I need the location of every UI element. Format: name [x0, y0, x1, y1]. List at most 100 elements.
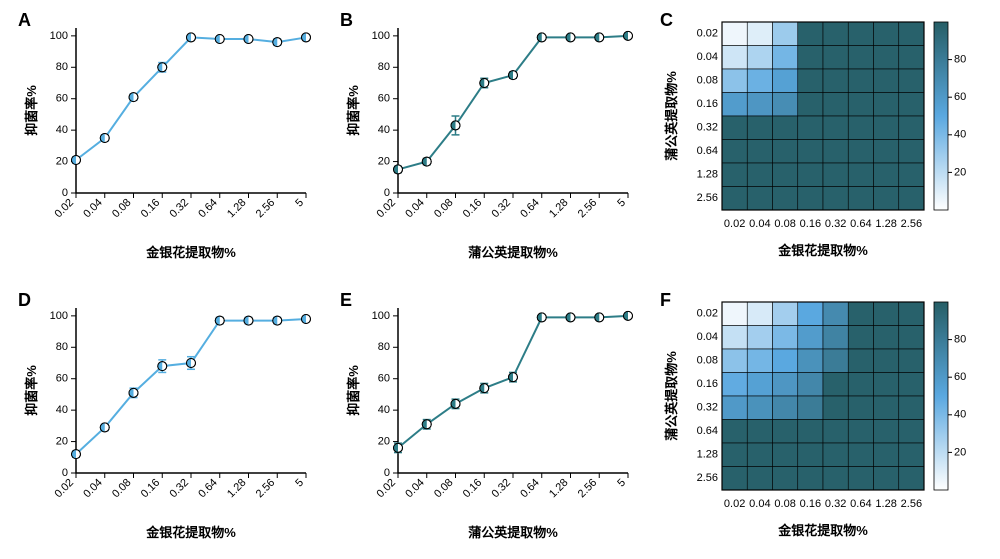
svg-text:2.56: 2.56	[901, 498, 922, 510]
panel-d-chart: 0204060801000.020.040.080.160.320.641.28…	[18, 290, 318, 545]
svg-text:金银花提取物%: 金银花提取物%	[145, 525, 236, 540]
svg-text:0.02: 0.02	[697, 308, 718, 320]
svg-text:0.08: 0.08	[110, 197, 134, 221]
svg-text:0.16: 0.16	[697, 378, 718, 390]
svg-text:0.16: 0.16	[461, 197, 485, 221]
svg-text:0.64: 0.64	[697, 145, 718, 157]
svg-text:蒲公英提取物%: 蒲公英提取物%	[664, 71, 679, 161]
svg-text:60: 60	[378, 93, 390, 105]
svg-text:0.02: 0.02	[52, 477, 76, 501]
svg-text:0.08: 0.08	[432, 477, 456, 501]
panel-c-heatmap: 0.020.040.080.160.320.641.282.560.020.04…	[660, 10, 990, 265]
svg-text:2.56: 2.56	[901, 218, 922, 230]
svg-text:2.56: 2.56	[697, 472, 718, 484]
svg-text:0.08: 0.08	[697, 355, 718, 367]
svg-text:0.08: 0.08	[774, 498, 795, 510]
svg-text:0.02: 0.02	[724, 498, 745, 510]
svg-text:抑菌率%: 抑菌率%	[24, 85, 39, 136]
svg-text:20: 20	[56, 155, 68, 167]
svg-text:1.28: 1.28	[225, 477, 249, 501]
svg-text:0.04: 0.04	[403, 197, 427, 221]
panel-f-heatmap: 0.02 0.04 0.08 0.16 0.32 0.64 1.28 2.56 0.02 0.04…	[660, 290, 990, 545]
svg-text:0.04: 0.04	[697, 331, 718, 343]
svg-text:2.56: 2.56	[254, 197, 278, 221]
svg-text:5: 5	[293, 197, 306, 210]
svg-text:0.16: 0.16	[800, 498, 821, 510]
svg-text:0.08: 0.08	[697, 75, 718, 87]
svg-text:0.32: 0.32	[697, 122, 718, 134]
svg-text:0.02: 0.02	[697, 28, 718, 40]
svg-text:20: 20	[954, 166, 966, 178]
svg-text:1.28: 1.28	[697, 169, 718, 181]
svg-text:1.28: 1.28	[875, 498, 896, 510]
svg-text:0.02: 0.02	[374, 197, 398, 221]
svg-text:1.28: 1.28	[547, 197, 571, 221]
svg-text:0.32: 0.32	[825, 218, 846, 230]
svg-text:0.64: 0.64	[518, 477, 542, 501]
svg-text:0.04: 0.04	[81, 197, 105, 221]
svg-text:金银花提取物%: 金银花提取物%	[777, 523, 868, 538]
svg-text:2.56: 2.56	[576, 477, 600, 501]
svg-text:100: 100	[50, 310, 68, 322]
svg-text:抑菌率%: 抑菌率%	[24, 365, 39, 416]
svg-text:80: 80	[378, 341, 390, 353]
panel-a-chart: 0204060801000.020.040.080.160.320.641.28…	[18, 10, 318, 265]
svg-text:0.02: 0.02	[374, 477, 398, 501]
svg-text:60: 60	[378, 373, 390, 385]
svg-text:20: 20	[56, 435, 68, 447]
svg-text:0.16: 0.16	[800, 218, 821, 230]
svg-text:80: 80	[954, 334, 966, 346]
svg-text:0.32: 0.32	[489, 197, 513, 221]
svg-text:100: 100	[372, 310, 390, 322]
svg-text:抑菌率%: 抑菌率%	[346, 365, 361, 416]
svg-text:2.56: 2.56	[576, 197, 600, 221]
svg-text:40: 40	[954, 409, 966, 421]
svg-text:0.64: 0.64	[697, 425, 718, 437]
svg-text:0.16: 0.16	[139, 477, 163, 501]
panel-b-chart: 0204060801000.020.040.080.160.320.641.28…	[340, 10, 640, 265]
svg-text:0.16: 0.16	[697, 98, 718, 110]
svg-text:0.04: 0.04	[81, 477, 105, 501]
svg-text:0.32: 0.32	[489, 477, 513, 501]
svg-text:0.16: 0.16	[139, 197, 163, 221]
svg-text:0.08: 0.08	[774, 218, 795, 230]
svg-text:0.32: 0.32	[697, 402, 718, 414]
svg-text:金银花提取物%: 金银花提取物%	[145, 245, 236, 260]
svg-text:0.04: 0.04	[403, 477, 427, 501]
svg-text:20: 20	[954, 446, 966, 458]
svg-text:2.56: 2.56	[697, 192, 718, 204]
svg-text:100: 100	[372, 30, 390, 42]
svg-text:1.28: 1.28	[697, 449, 718, 461]
svg-text:40: 40	[378, 124, 390, 136]
svg-text:0.64: 0.64	[196, 197, 220, 221]
svg-text:0.32: 0.32	[825, 498, 846, 510]
svg-text:1.28: 1.28	[547, 477, 571, 501]
svg-text:0.04: 0.04	[749, 498, 770, 510]
svg-text:0.32: 0.32	[167, 477, 191, 501]
svg-text:5: 5	[615, 477, 628, 490]
svg-text:0.64: 0.64	[196, 477, 220, 501]
svg-text:0.64: 0.64	[518, 197, 542, 221]
svg-text:40: 40	[954, 129, 966, 141]
svg-text:蒲公英提取物%: 蒲公英提取物%	[468, 245, 558, 260]
svg-text:100: 100	[50, 30, 68, 42]
svg-text:5: 5	[615, 197, 628, 210]
panel-e-chart: 0204060801000.020.040.080.160.320.641.28…	[340, 290, 640, 545]
svg-text:80: 80	[56, 341, 68, 353]
svg-text:1.28: 1.28	[225, 197, 249, 221]
svg-text:蒲公英提取物%: 蒲公英提取物%	[664, 351, 679, 441]
svg-text:0.02: 0.02	[52, 197, 76, 221]
svg-text:60: 60	[954, 91, 966, 103]
svg-text:60: 60	[954, 371, 966, 383]
svg-text:0.04: 0.04	[749, 218, 770, 230]
svg-text:0.16: 0.16	[461, 477, 485, 501]
svg-text:1.28: 1.28	[875, 218, 896, 230]
svg-text:0.04: 0.04	[697, 51, 718, 63]
svg-text:2.56: 2.56	[254, 477, 278, 501]
svg-text:40: 40	[56, 404, 68, 416]
svg-text:0.08: 0.08	[432, 197, 456, 221]
svg-text:抑菌率%: 抑菌率%	[346, 85, 361, 136]
svg-text:20: 20	[378, 155, 390, 167]
svg-text:80: 80	[954, 54, 966, 66]
svg-text:20: 20	[378, 435, 390, 447]
